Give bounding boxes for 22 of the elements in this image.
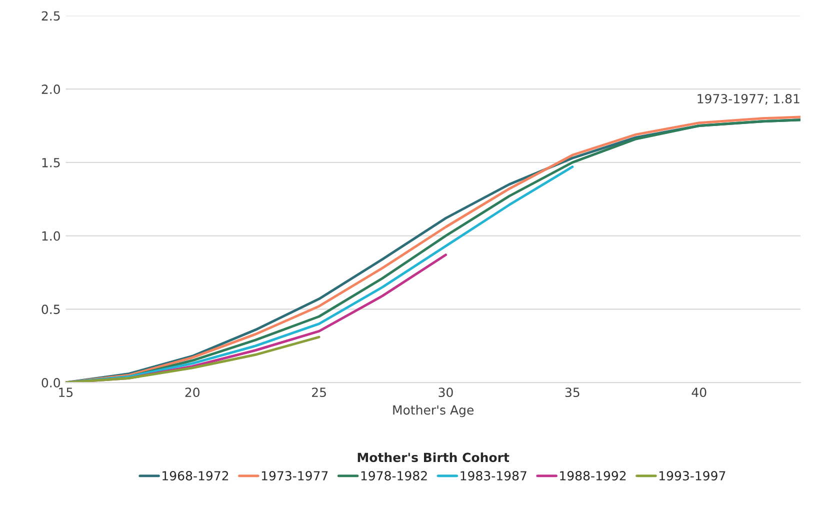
y-tick-label: 0.5 (42, 304, 60, 314)
x-tick-label: 15 (59, 388, 73, 398)
legend-label: 1973-1977 (262, 471, 328, 480)
y-tick-label: 2.5 (42, 11, 60, 21)
x-tick-label: 30 (438, 388, 453, 398)
legend-label: 1993-1997 (659, 471, 726, 480)
legend-label: 1968-1972 (162, 471, 228, 480)
x-tick-label: 25 (312, 388, 326, 398)
annotation: 1973-1977; 1.81 (698, 94, 800, 105)
y-tick-label: 1.0 (42, 231, 60, 241)
legend-title: Mother's Birth Cohort (358, 452, 510, 462)
line-series (66, 336, 320, 383)
y-tick-label: 0.0 (42, 378, 60, 388)
legend-label: 1983-1987 (460, 471, 526, 480)
legend-label: 1988-1992 (560, 471, 626, 480)
legend-label: 1978-1982 (361, 471, 427, 480)
y-tick-label: 2.0 (42, 84, 60, 94)
y-tick-label: 1.5 (42, 158, 60, 168)
x-tick-label: 20 (185, 388, 200, 398)
x-tick-label: 35 (565, 388, 580, 398)
x-axis-title: Mother's Age (393, 405, 474, 418)
x-tick-label: 40 (692, 388, 706, 398)
